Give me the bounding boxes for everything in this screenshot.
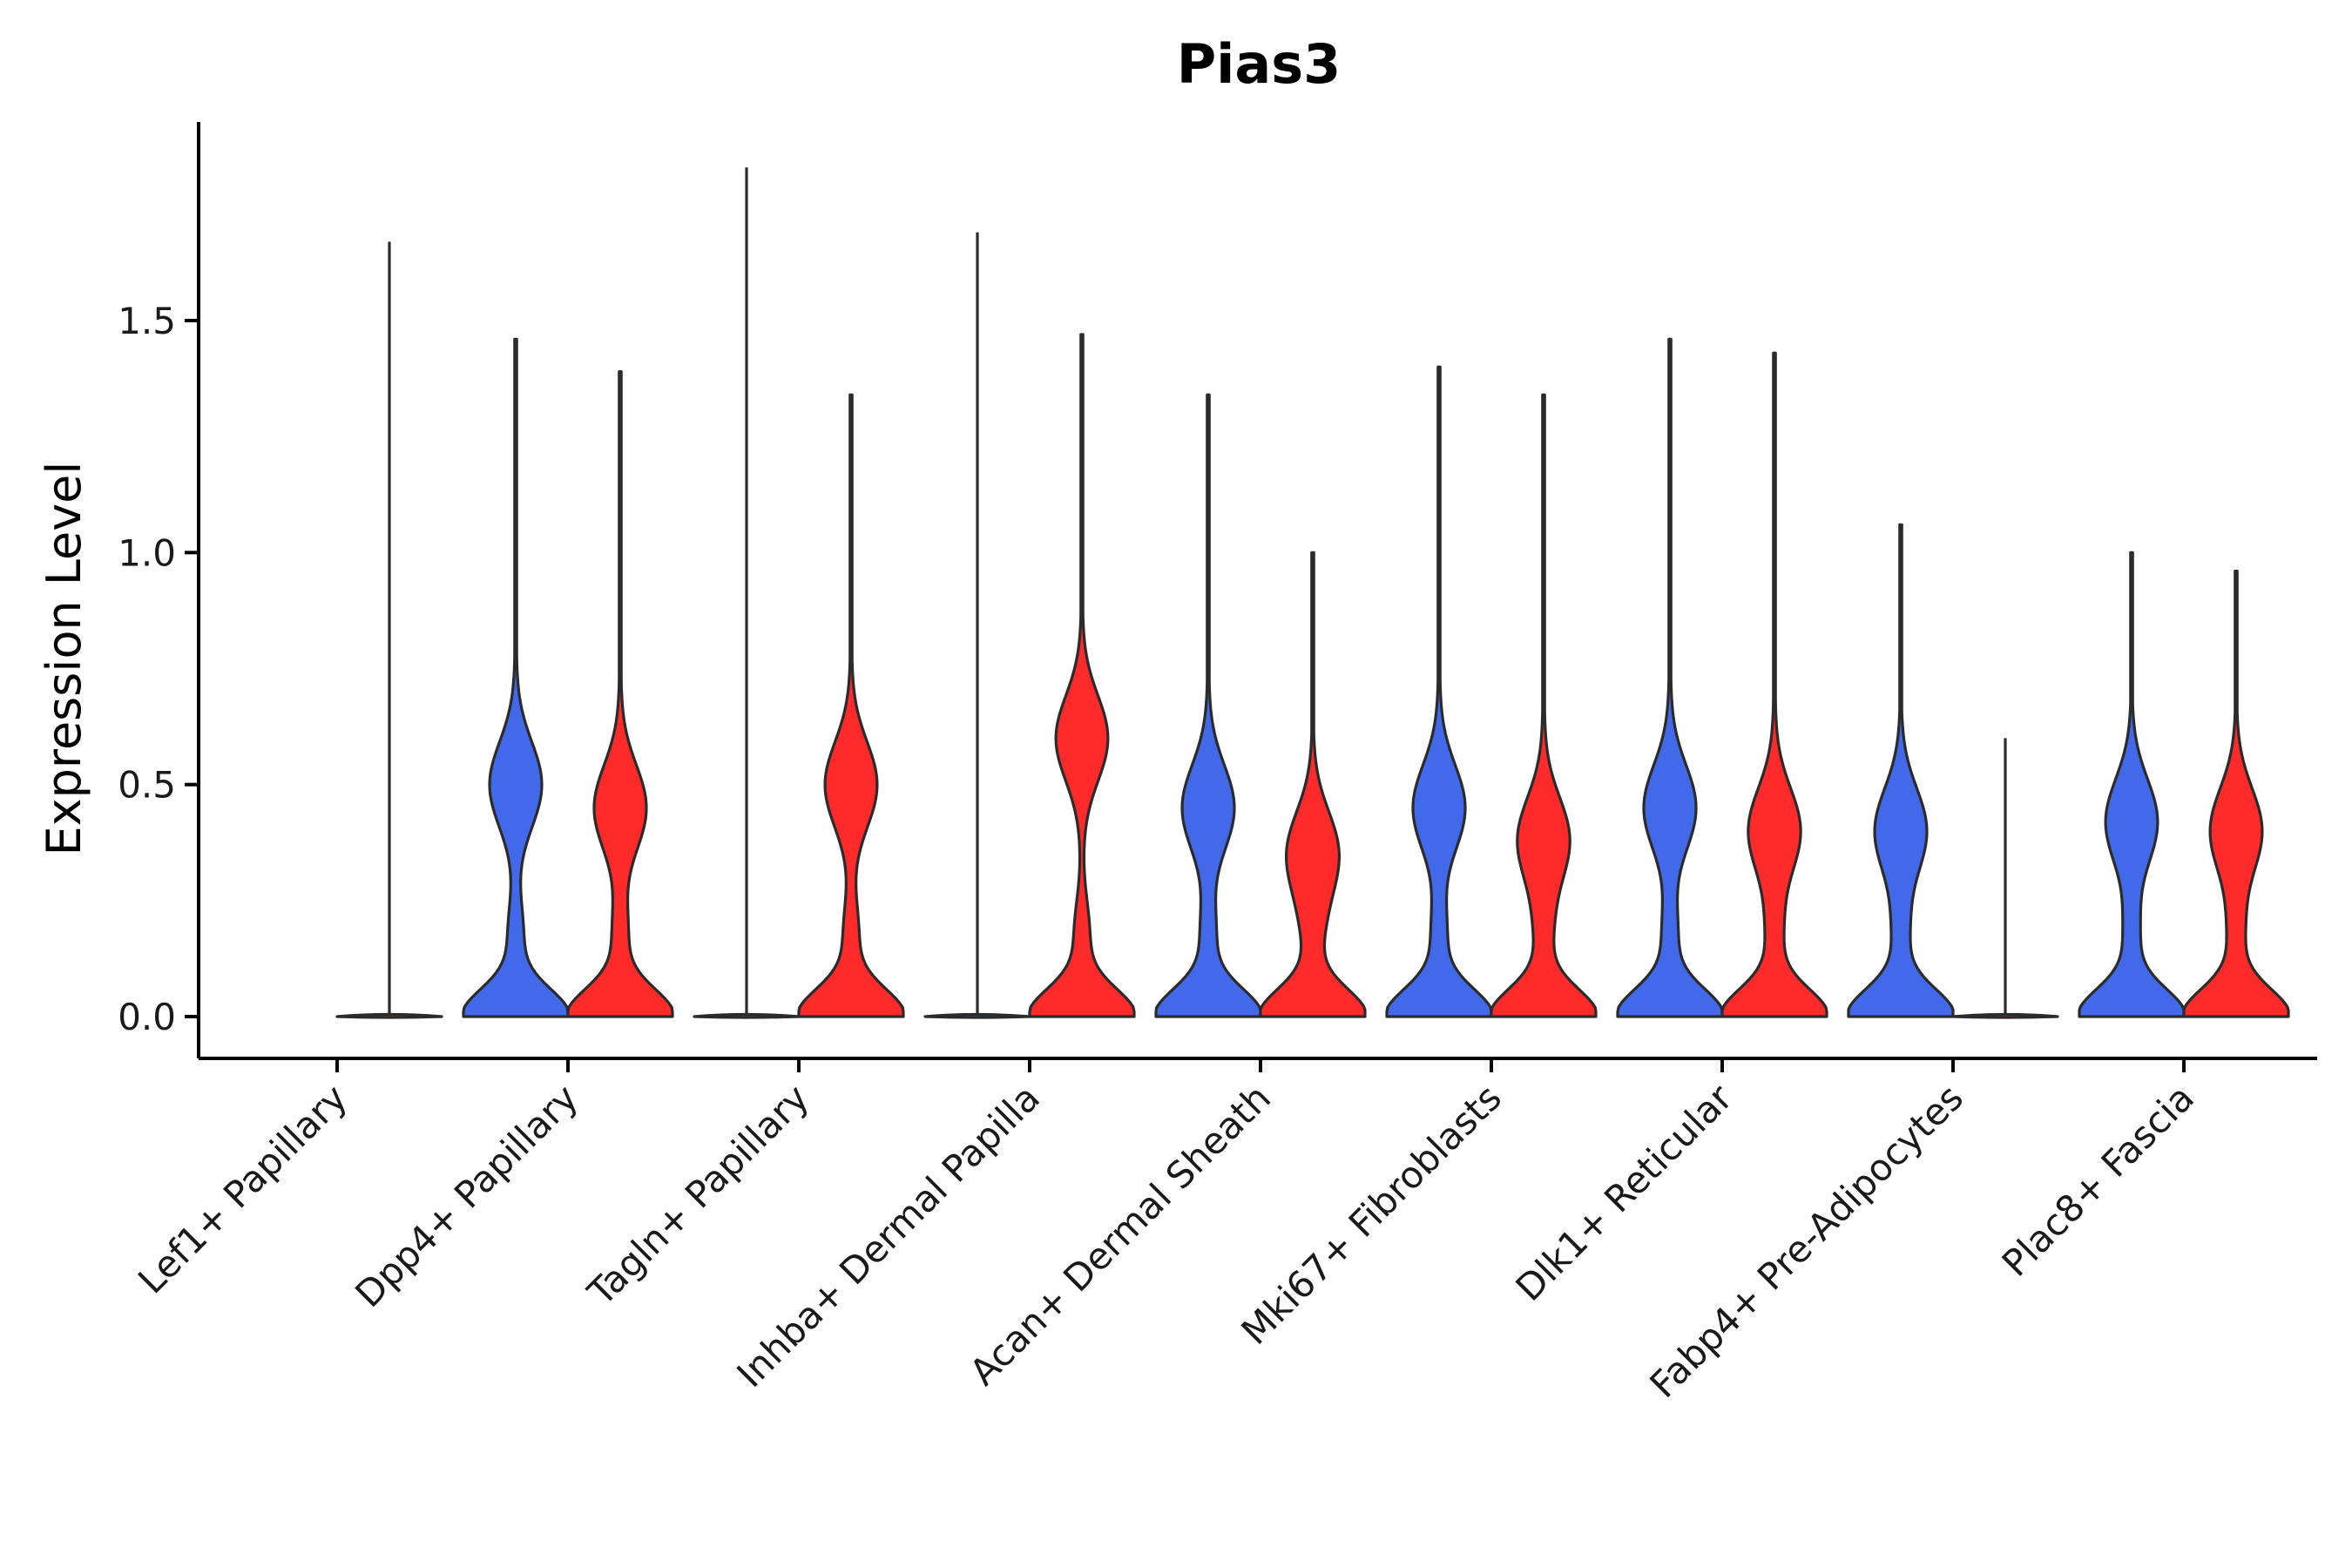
violin-tagln-papillary-red: [797, 393, 905, 1018]
y-tick-label: 1.0: [118, 531, 176, 574]
violin-inhba-dermal-papilla-blue: [923, 1012, 1031, 1019]
x-tick-label-dlk1-reticular: Dlk1+ Reticular: [1508, 1076, 1741, 1309]
x-tick-label-dpp4-papillary: Dpp4+ Papillary: [347, 1076, 586, 1315]
violins-layer: [335, 167, 2290, 1019]
violin-dpp4-papillary-blue: [462, 337, 570, 1018]
violin-acan-dermal-sheath-blue: [1154, 393, 1262, 1018]
violin-fabp4-pre-adipocytes-red: [1951, 1012, 2059, 1019]
violin-acan-dermal-sheath-red: [1259, 551, 1367, 1018]
y-axis-title: Expression Level: [37, 462, 91, 856]
violin-tagln-papillary-blue: [693, 1012, 801, 1019]
violin-plac8-fascia-blue: [2078, 551, 2186, 1018]
chart-title: Pias3: [1177, 32, 1342, 96]
violin-inhba-dermal-papilla-red: [1028, 333, 1136, 1018]
x-tick-label-mki67-fibroblasts: Mki67+ Fibroblasts: [1233, 1076, 1510, 1352]
violin-dpp4-papillary-red: [566, 369, 674, 1018]
violin-fabp4-pre-adipocytes-blue: [1847, 523, 1955, 1018]
x-tick-label-tagln-papillary: Tagln+ Papillary: [579, 1076, 817, 1314]
x-tick-label-plac8-fascia: Plac8+ Fascia: [1994, 1076, 2202, 1284]
violin-plac8-fascia-red: [2182, 570, 2290, 1018]
y-tick-label: 1.5: [118, 300, 176, 342]
x-tick-label-lef1-papillary: Lef1+ Papillary: [130, 1076, 355, 1301]
violin-dlk1-reticular-blue: [1616, 337, 1724, 1018]
violin-dlk1-reticular-red: [1720, 351, 1828, 1018]
violin-lef1-papillary-red: [335, 1012, 443, 1019]
y-tick-label: 0.0: [118, 996, 176, 1038]
violin-mki67-fibroblasts-blue: [1385, 365, 1493, 1018]
y-axis: 0.0 0.5 1.0 1.5: [118, 122, 200, 1058]
y-tick-label: 0.5: [118, 764, 176, 807]
violin-mki67-fibroblasts-red: [1490, 393, 1598, 1018]
